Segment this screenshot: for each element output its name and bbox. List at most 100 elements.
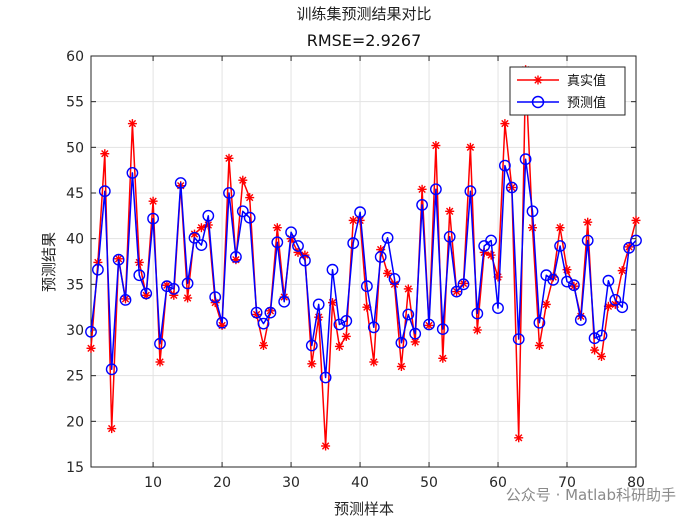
series-layer (85, 65, 642, 451)
data-point-true (86, 343, 96, 353)
data-point-pred (271, 236, 284, 249)
data-point-true (148, 196, 158, 206)
data-point-true (341, 331, 351, 341)
legend: 真实值 预测值 (509, 66, 626, 116)
data-point-pred (340, 314, 353, 327)
x-tick-label: 30 (282, 475, 300, 491)
data-point-pred (616, 301, 629, 314)
x-tick-label: 20 (213, 475, 231, 491)
data-point-true (431, 141, 441, 150)
data-point-pred (92, 263, 104, 276)
data-point-pred (574, 314, 587, 326)
axis-ticks: 15 20 25 30 35 40 45 50 55 60 10 20 30 40 50 60 70 80 (66, 49, 645, 491)
data-point-true (597, 352, 606, 361)
data-point-true (500, 119, 510, 129)
data-point-pred (85, 325, 97, 338)
data-point-true (334, 341, 344, 351)
data-point-true (465, 142, 475, 152)
data-point-pred (188, 231, 201, 244)
data-point-pred (333, 318, 346, 331)
x-tick-label: 60 (489, 475, 507, 491)
data-point-pred (492, 302, 504, 314)
x-tick-label: 10 (144, 475, 162, 491)
data-point-pred (119, 293, 132, 306)
data-point-pred (561, 275, 573, 288)
y-tick-label: 30 (66, 323, 84, 339)
data-point-pred (202, 209, 215, 222)
data-point-pred (319, 371, 332, 384)
data-point-true (583, 217, 593, 227)
data-point-pred (547, 273, 560, 286)
data-point-true (534, 341, 544, 350)
data-point-pred (360, 280, 373, 293)
data-point-true (631, 215, 641, 225)
data-point-pred (526, 205, 539, 218)
data-point-pred (250, 306, 263, 319)
data-point-pred (229, 250, 242, 263)
data-point-true (362, 302, 372, 312)
chart-subtitle-rmse: RMSE=2.9267 (307, 31, 422, 50)
data-point-true (417, 184, 427, 194)
data-point-true (438, 353, 448, 363)
data-point-pred (409, 327, 422, 340)
plot-area-border (90, 55, 637, 468)
legend-circle-icon (531, 95, 545, 109)
y-tick-label: 60 (66, 49, 84, 65)
chart-title: 训练集预测结果对比 (296, 5, 431, 23)
data-point-true (107, 424, 117, 434)
data-point-pred (112, 253, 125, 266)
data-point-pred (216, 316, 229, 329)
x-tick-label: 40 (351, 475, 369, 491)
data-point-pred (568, 279, 580, 292)
data-point-pred (464, 185, 477, 198)
y-tick-label: 35 (66, 277, 84, 293)
legend-label-pred: 预测值 (567, 95, 606, 111)
data-point-pred (223, 187, 235, 199)
data-point-pred (126, 166, 139, 179)
data-point-true (272, 223, 282, 233)
data-point-pred (147, 212, 160, 225)
data-point-true (307, 359, 317, 369)
data-point-true (445, 206, 455, 216)
data-point-true (100, 149, 110, 159)
data-point-pred (450, 285, 463, 298)
y-tick-label: 20 (66, 414, 84, 430)
data-point-pred (140, 287, 153, 300)
data-point-true (541, 299, 551, 309)
data-point-pred (347, 237, 360, 250)
data-point-true (245, 193, 255, 203)
data-point-pred (160, 280, 173, 293)
data-point-pred (264, 306, 277, 319)
y-tick-label: 15 (66, 460, 84, 476)
data-point-pred (195, 239, 208, 252)
y-tick-label: 45 (66, 186, 84, 202)
y-tick-label: 50 (66, 140, 84, 156)
data-point-pred (181, 277, 194, 290)
y-tick-label: 40 (66, 232, 84, 248)
data-point-pred (457, 278, 470, 291)
data-point-true (424, 320, 434, 330)
data-point-pred (519, 153, 532, 166)
y-tick-label: 55 (66, 95, 84, 111)
grid-lines (91, 56, 636, 467)
data-point-pred (285, 226, 297, 239)
data-point-pred (623, 241, 635, 254)
data-point-pred (367, 321, 380, 334)
x-tick-label: 70 (558, 475, 576, 491)
data-point-pred (292, 240, 304, 252)
data-point-true (514, 433, 524, 443)
data-point-true (383, 268, 393, 278)
series-pred (85, 153, 642, 384)
data-point-true (321, 441, 331, 451)
data-point-pred (588, 332, 601, 345)
data-point-pred (416, 198, 428, 211)
data-point-pred (243, 211, 256, 224)
data-point-true (528, 223, 537, 233)
data-point-pred (133, 269, 146, 282)
data-point-pred (374, 250, 387, 263)
legend-asterisk-icon (533, 75, 543, 85)
data-point-true (472, 325, 482, 335)
y-axis-label: 预测结果 (40, 232, 58, 292)
data-point-pred (554, 240, 566, 252)
